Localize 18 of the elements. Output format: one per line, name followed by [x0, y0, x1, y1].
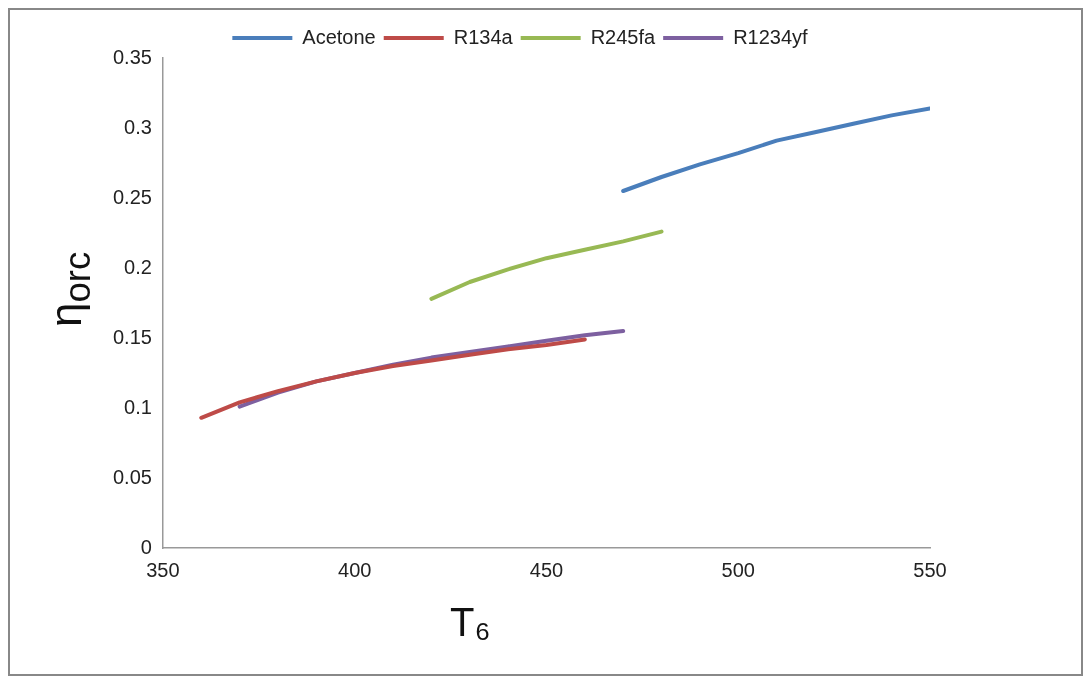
y-tick-label: 0.25 — [112, 185, 152, 208]
y-tick-label: 0.3 — [124, 115, 152, 138]
x-tick-label: 500 — [721, 558, 755, 581]
x-tick-label: 350 — [146, 558, 180, 581]
y-tick-label: 0.35 — [112, 45, 152, 68]
x-tick-label: 450 — [529, 558, 564, 581]
legend-label: R134a — [453, 25, 514, 48]
y-tick-label: 0.05 — [112, 465, 152, 488]
legend-label: R245fa — [590, 25, 657, 48]
y-tick-label: 0.2 — [124, 255, 152, 278]
y-tick-label: 0.1 — [124, 395, 152, 418]
x-tick-label: 550 — [913, 558, 947, 581]
x-axis-title: T₆ — [450, 600, 491, 645]
legend-label: R1234yf — [733, 25, 809, 48]
x-tick-label: 400 — [338, 558, 372, 581]
y-tick-label: 0 — [140, 535, 152, 558]
legend-label: Acetone — [302, 25, 376, 48]
y-tick-label: 0.15 — [112, 325, 152, 348]
